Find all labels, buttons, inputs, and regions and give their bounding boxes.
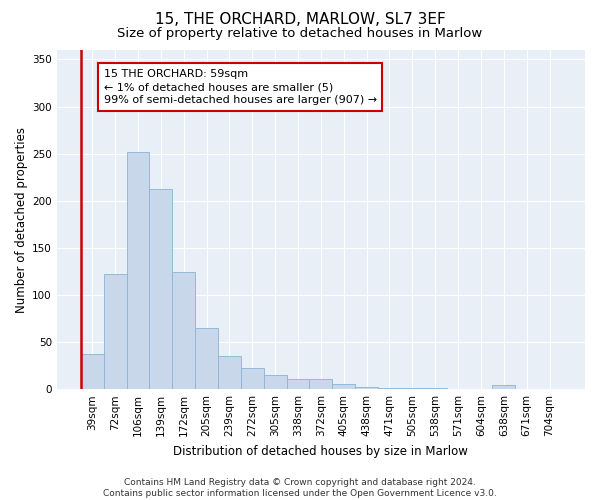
Text: Contains HM Land Registry data © Crown copyright and database right 2024.
Contai: Contains HM Land Registry data © Crown c…	[103, 478, 497, 498]
X-axis label: Distribution of detached houses by size in Marlow: Distribution of detached houses by size …	[173, 444, 469, 458]
Bar	[218, 356, 241, 389]
Text: Size of property relative to detached houses in Marlow: Size of property relative to detached ho…	[118, 28, 482, 40]
Bar	[401, 388, 424, 389]
Bar	[241, 368, 264, 389]
Bar	[81, 354, 104, 389]
Bar	[149, 190, 172, 389]
Text: 15 THE ORCHARD: 59sqm
← 1% of detached houses are smaller (5)
99% of semi-detach: 15 THE ORCHARD: 59sqm ← 1% of detached h…	[104, 69, 377, 105]
Bar	[424, 388, 446, 389]
Bar	[264, 375, 287, 389]
Bar	[172, 272, 195, 389]
Bar	[355, 388, 378, 389]
Bar	[127, 152, 149, 389]
Bar	[332, 384, 355, 389]
Bar	[104, 274, 127, 389]
Bar	[287, 379, 310, 389]
Bar	[493, 386, 515, 389]
Y-axis label: Number of detached properties: Number of detached properties	[15, 126, 28, 312]
Bar	[310, 379, 332, 389]
Bar	[378, 388, 401, 389]
Text: 15, THE ORCHARD, MARLOW, SL7 3EF: 15, THE ORCHARD, MARLOW, SL7 3EF	[155, 12, 445, 28]
Bar	[195, 328, 218, 389]
